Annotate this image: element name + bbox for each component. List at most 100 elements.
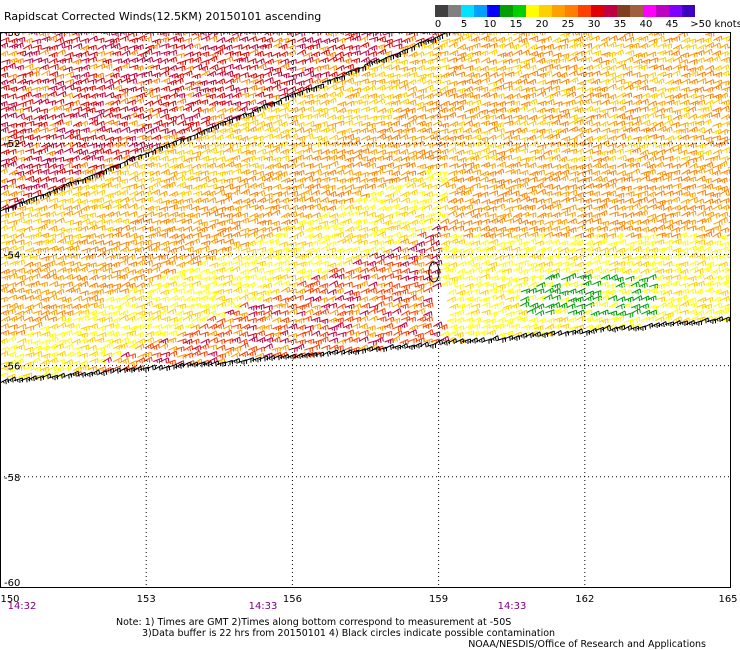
wind-barb [655,239,665,245]
wind-barb [118,259,129,266]
wind-barb [576,303,586,310]
wind-barb [464,268,475,275]
wind-barb [127,86,137,93]
wind-barb [343,259,353,266]
wind-barb [470,93,480,100]
wind-barb [86,168,96,175]
wind-barb [230,220,241,227]
wind-barb [576,80,587,87]
wind-barb [89,246,99,253]
wind-barb [0,65,8,72]
wind-barb [272,191,282,198]
wind-barb [463,204,474,210]
wind-barb [630,126,641,133]
wind-barb [41,262,51,269]
wind-barb [129,161,139,168]
wind-barb [0,79,9,86]
wind-barb [712,185,722,191]
wind-barb [15,280,25,287]
wind-barb [518,241,528,247]
wind-barb [23,225,33,232]
wind-barb [638,282,648,289]
wind-barb [583,105,594,112]
wind-barb [665,99,675,106]
wind-barb [424,302,434,309]
wind-barb [422,323,432,329]
wind-barb [31,135,41,141]
wind-barb [446,317,457,324]
wind-barb [486,266,496,273]
wind-barb [96,265,107,272]
wind-barb [430,163,440,170]
wind-barb [183,225,193,232]
wind-barb [552,203,562,210]
wind-barb [606,148,616,155]
wind-barb [216,36,226,44]
wind-barb [712,84,722,91]
wind-barb [561,147,571,154]
wind-barb [70,253,81,260]
wind-barb [224,183,234,190]
wind-barb [680,198,690,205]
wind-barb [248,345,258,352]
wind-barb [454,35,464,42]
wind-barb [71,261,81,268]
wind-barb [471,99,482,106]
wind-barb [192,35,203,41]
longitude-label: 156 [282,594,302,605]
wind-barb [496,36,506,43]
wind-barb [287,333,297,339]
wind-barb [425,107,435,114]
wind-barb [191,311,201,318]
wind-barb [446,266,456,273]
wind-barb [423,100,434,107]
wind-barb [287,32,297,37]
wind-barb [583,64,593,71]
wind-barb [8,302,19,309]
wind-barb [41,191,52,198]
wind-barb [432,104,443,111]
wind-barb [542,246,553,253]
wind-barb [662,72,672,79]
wind-barb [110,106,120,113]
wind-barb [15,156,25,163]
wind-barb [174,324,184,331]
wind-barb [87,268,97,275]
wind-barb [14,58,24,64]
wind-barb [328,325,338,332]
wind-barb [360,302,371,309]
wind-barb [255,304,265,310]
wind-barb [592,50,602,56]
wind-barb [6,268,17,275]
wind-barb [96,125,106,132]
wind-barb [631,147,641,154]
wind-barb [15,163,25,170]
wind-barb [184,57,194,64]
wind-barb [304,106,315,112]
wind-barb [72,58,82,65]
wind-barb [640,170,650,177]
wind-barb [206,255,216,261]
wind-barb [640,261,650,268]
wind-barb [303,77,313,84]
wind-barb [569,269,579,275]
wind-barb [273,143,283,150]
wind-barb [215,78,226,85]
legend-color-scale [435,5,695,17]
wind-barb [590,191,601,197]
wind-barb [359,148,370,154]
wind-barb [143,295,153,301]
wind-barb [336,178,346,184]
wind-barb [582,127,592,134]
wind-barb [175,295,185,302]
legend-swatch [669,5,682,17]
wind-barb [503,335,514,341]
legend-swatch [526,5,539,17]
wind-barb [655,316,665,323]
wind-barb [198,351,208,357]
wind-barb [503,134,513,141]
wind-barb [55,288,65,295]
wind-barb [568,56,579,63]
wind-barb [470,105,480,112]
wind-barb [513,49,523,56]
